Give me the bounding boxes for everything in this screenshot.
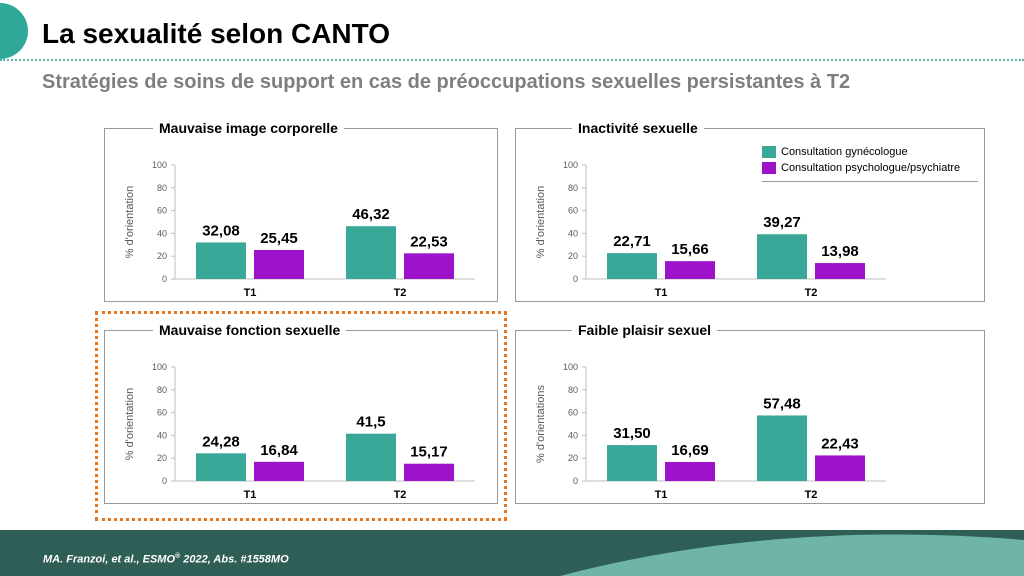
x-category-label: T1 (655, 489, 668, 501)
data-label: 15,66 (671, 241, 709, 258)
y-tick-label: 80 (157, 385, 167, 395)
x-category-label: T1 (244, 489, 257, 501)
legend-swatch-teal (762, 146, 776, 158)
chart-panel-sexual-pleasure: Faible plaisir sexuel 0 20 40 60 80 100 % d'or… (515, 322, 985, 504)
legend-swatch-purple (762, 162, 776, 174)
y-tick-label: 40 (157, 228, 167, 238)
y-tick-label: 0 (573, 476, 578, 486)
data-label: 31,50 (613, 425, 651, 442)
slide-subtitle: Stratégies de soins de support en cas de… (42, 71, 851, 93)
y-axis-title: % d'orientations (535, 385, 547, 463)
y-tick-label: 80 (568, 183, 578, 193)
legend-label: Consultation gynécologue (781, 146, 908, 158)
y-tick-label: 60 (568, 408, 578, 418)
chart-panel-sexual-inactivity: Inactivité sexuelle 0 20 40 60 80 100 % d'orie… (515, 120, 985, 302)
bar-chart: 0 20 40 60 80 100 % d'orientation T1 22,71 15,66 T… (535, 160, 886, 299)
chart-title: Mauvaise image corporelle (153, 120, 344, 136)
bar (404, 253, 454, 279)
registered-mark: ® (175, 553, 181, 560)
bar (815, 263, 865, 279)
bar-chart: 0 20 40 60 80 100 % d'orientation T1 24,28 16,84 T… (124, 362, 475, 501)
y-axis-title: % d'orientation (124, 388, 136, 460)
y-tick-label: 100 (152, 160, 167, 170)
y-tick-label: 100 (563, 160, 578, 170)
data-label: 13,98 (821, 243, 859, 260)
citation-text-rest: 2022, Abs. #1558MO (180, 553, 289, 566)
bar (196, 242, 246, 279)
y-tick-label: 80 (157, 183, 167, 193)
y-tick-label: 100 (152, 362, 167, 372)
citation-text: MA. Franzoi, et al., ESMO (43, 553, 176, 566)
x-category-label: T1 (244, 287, 257, 299)
data-label: 39,27 (763, 214, 801, 231)
y-tick-label: 60 (568, 206, 578, 216)
y-tick-label: 40 (568, 430, 578, 440)
bar (196, 453, 246, 481)
bar-chart: 0 20 40 60 80 100 % d'orientations T1 31,50 16,69… (535, 362, 886, 501)
y-axis-title: % d'orientation (124, 186, 136, 258)
chart-panel-body-image: Mauvaise image corporelle 0 20 40 60 80 100 % … (104, 120, 498, 302)
y-tick-label: 20 (157, 251, 167, 261)
bar (346, 433, 396, 481)
legend-item-psychologue: Consultation psychologue/psychiatre (762, 162, 960, 174)
chart-legend: Consultation gynécologue Consultation ps… (762, 146, 960, 178)
title-divider (0, 59, 1024, 61)
bar (404, 463, 454, 481)
y-tick-label: 0 (162, 274, 167, 284)
y-tick-label: 20 (568, 453, 578, 463)
x-category-label: T2 (394, 489, 407, 501)
y-tick-label: 0 (573, 274, 578, 284)
x-category-label: T1 (655, 287, 668, 299)
data-label: 24,28 (202, 433, 240, 450)
data-label: 16,69 (671, 442, 709, 459)
bar (815, 455, 865, 481)
data-label: 32,08 (202, 222, 240, 239)
data-label: 41,5 (356, 414, 385, 431)
legend-divider (762, 181, 978, 182)
footer-citation: MA. Franzoi, et al., ESMO® 2022, Abs. #1… (43, 553, 289, 566)
y-axis-title: % d'orientation (535, 186, 547, 258)
bar (757, 415, 807, 481)
y-tick-label: 80 (568, 385, 578, 395)
bar (757, 234, 807, 279)
bar (665, 461, 715, 481)
bar (607, 253, 657, 279)
data-label: 57,48 (763, 395, 801, 412)
y-tick-label: 40 (157, 430, 167, 440)
x-category-label: T2 (805, 287, 818, 299)
bar-chart: 0 20 40 60 80 100 % d'orientation T1 32,08 25,45 T… (124, 160, 475, 299)
bar (346, 226, 396, 279)
chart-title: Mauvaise fonction sexuelle (153, 322, 347, 338)
data-label: 22,43 (821, 435, 859, 452)
chart-panel-sexual-function: Mauvaise fonction sexuelle 0 20 40 60 80 100%… (104, 322, 498, 504)
slide-title: La sexualité selon CANTO (42, 18, 391, 49)
chart-title: Faible plaisir sexuel (572, 322, 718, 338)
y-tick-label: 60 (157, 206, 167, 216)
data-label: 22,71 (613, 233, 651, 250)
y-tick-label: 100 (563, 362, 578, 372)
bar (254, 249, 304, 279)
highlight-dotted-frame (95, 311, 507, 521)
data-label: 25,45 (260, 230, 298, 247)
data-label: 16,84 (260, 442, 298, 459)
y-tick-label: 20 (157, 453, 167, 463)
bar (665, 261, 715, 279)
bar (254, 461, 304, 481)
legend-label: Consultation psychologue/psychiatre (781, 162, 961, 174)
y-tick-label: 0 (162, 476, 167, 486)
footer-band (0, 530, 1024, 576)
data-label: 22,53 (410, 233, 448, 250)
y-tick-label: 60 (157, 408, 167, 418)
header-accent-shape (0, 3, 28, 59)
chart-title: Inactivité sexuelle (572, 120, 704, 136)
data-label: 46,32 (352, 206, 390, 223)
legend-item-gynecologue: Consultation gynécologue (762, 146, 960, 158)
bar (607, 445, 657, 481)
data-label: 15,17 (410, 444, 448, 461)
x-category-label: T2 (394, 287, 407, 299)
y-tick-label: 40 (568, 228, 578, 238)
x-category-label: T2 (805, 489, 818, 501)
y-tick-label: 20 (568, 251, 578, 261)
